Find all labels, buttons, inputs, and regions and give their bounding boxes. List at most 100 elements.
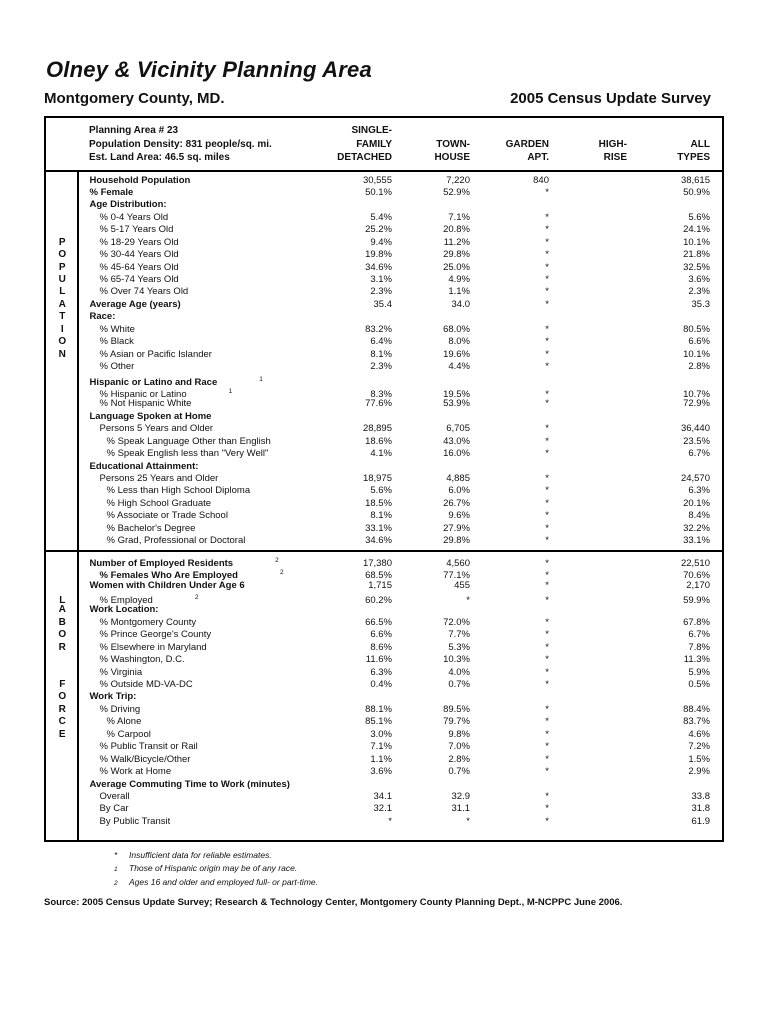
table-row: % Washington, D.C. 11.6% 10.3% * 11.3% <box>46 654 722 666</box>
value-cell: 7.0% <box>448 741 470 753</box>
value-cell: * <box>545 579 549 591</box>
value-cell <box>549 691 627 703</box>
sidebar-letter <box>46 667 79 679</box>
value-cell: 27.9% <box>443 522 470 534</box>
value-cell: 66.5% <box>365 616 392 628</box>
sidebar-letter <box>46 535 79 547</box>
value-cell: 2.9% <box>688 766 710 778</box>
value-cell: * <box>545 629 549 641</box>
value-cell <box>549 377 627 389</box>
value-cell: 72.0% <box>443 616 470 628</box>
footnote-ref: 1 <box>259 375 263 383</box>
sidebar-letter <box>46 175 79 187</box>
row-label: % Outside MD-VA-DC <box>99 679 193 690</box>
column-header-line: RISE <box>603 152 627 163</box>
value-cell: 34.6% <box>365 261 392 273</box>
value-cell: * <box>466 815 470 827</box>
table-row: Age Distribution: <box>46 199 722 211</box>
row-label: Women with Children Under Age 6 <box>89 579 245 591</box>
value-cell: 20.1% <box>683 497 710 509</box>
value-cell <box>549 436 627 448</box>
value-cell <box>549 187 627 199</box>
table-section-labor-force: Number of Employed Residents 2 17,380 4,560… <box>46 549 722 841</box>
value-cell: 88.1% <box>365 703 392 715</box>
value-cell <box>549 361 627 373</box>
value-cell: 5.9% <box>688 666 710 678</box>
sidebar-letter <box>46 436 79 448</box>
value-cell: 31.1 <box>451 803 471 815</box>
row-label: % High School Graduate <box>106 497 212 509</box>
value-cell: * <box>545 274 549 285</box>
value-cell <box>627 199 724 211</box>
sidebar-letter: R <box>58 703 66 715</box>
sidebar-letter: F <box>59 679 66 690</box>
value-cell: 79.7% <box>443 716 470 728</box>
table-row: % Work at Home 3.6% 0.7% * 2.9% <box>46 766 722 778</box>
value-cell <box>549 816 627 828</box>
value-cell: * <box>545 298 549 310</box>
table-row: % Speak English less than "Very Well" 4.1… <box>46 448 722 460</box>
table-row: % Grad, Professional or Doctoral 34.6% 29.… <box>46 535 722 547</box>
row-label: % Public Transit or Rail <box>99 741 198 753</box>
column-header-town-house: TOWN- HOUSE <box>392 124 470 165</box>
value-cell: * <box>545 522 549 534</box>
column-header-line: DETACHED <box>337 152 392 163</box>
table-row: A Work Location: <box>46 604 722 616</box>
value-cell: * <box>545 741 549 753</box>
value-cell: 20.8% <box>443 224 470 236</box>
value-cell: 80.5% <box>683 323 710 335</box>
value-cell: * <box>545 570 549 582</box>
value-cell: 29.8% <box>443 535 470 547</box>
value-cell: 32.9 <box>451 790 471 802</box>
value-cell: * <box>545 323 549 335</box>
value-cell: 3.1% <box>370 274 392 285</box>
value-cell <box>470 311 549 323</box>
value-cell: 1.5% <box>688 753 710 765</box>
value-cell: * <box>545 753 549 765</box>
value-cell: 10.3% <box>443 654 470 666</box>
value-cell: 9.4% <box>370 236 392 248</box>
table-row: % Hispanic or Latino 1 8.3% 19.5% * 10.7% <box>46 386 722 401</box>
value-cell: 60.2% <box>365 595 392 607</box>
row-label: Educational Attainment: <box>89 460 199 472</box>
value-cell <box>549 779 627 791</box>
value-cell <box>549 654 627 666</box>
value-cell: 1.1% <box>448 286 470 298</box>
table-row: % Speak Language Other than English 18.6%… <box>46 436 722 448</box>
value-cell: 0.7% <box>448 679 470 690</box>
value-cell <box>260 461 392 473</box>
value-cell: 30,555 <box>362 174 392 186</box>
value-cell <box>260 411 392 423</box>
value-cell: 32.2% <box>683 522 710 534</box>
value-cell: 7.2% <box>688 741 710 753</box>
value-cell: 6.0% <box>448 485 470 497</box>
value-cell <box>549 523 627 535</box>
value-cell: 2.3% <box>370 361 392 373</box>
sidebar-letter: P <box>58 261 66 273</box>
sidebar-letter: L <box>59 595 66 607</box>
table-row: Number of Employed Residents 2 17,380 4,560… <box>46 555 722 569</box>
column-header-line: GARDEN <box>505 138 549 150</box>
value-cell: 6.3% <box>370 666 392 678</box>
row-label: % Speak English less than "Very Well" <box>106 448 269 460</box>
value-cell <box>549 423 627 435</box>
value-cell: 0.4% <box>370 679 392 690</box>
value-cell: * <box>545 389 549 401</box>
table-row: % Bachelor's Degree 33.1% 27.9% * 32.2% <box>46 523 722 535</box>
value-cell: 22,510 <box>680 557 710 569</box>
value-cell: * <box>545 423 549 435</box>
value-cell <box>549 766 627 778</box>
column-header-all-types: ALL TYPES <box>627 124 724 165</box>
sidebar-letter <box>46 741 79 753</box>
column-header-garden-apt: GARDEN APT. <box>470 124 549 165</box>
value-cell: 89.5% <box>443 703 470 715</box>
value-cell: * <box>545 616 549 628</box>
value-cell <box>549 411 627 423</box>
table-row: E % Carpool 3.0% 9.8% * 4.6% <box>46 729 722 741</box>
sidebar-letter: N <box>58 348 66 360</box>
sidebar-letter: U <box>58 274 66 285</box>
value-cell: 35.4 <box>373 298 393 310</box>
row-label: % Montgomery County <box>99 616 197 628</box>
sidebar-letter <box>46 791 79 803</box>
value-cell: 26.7% <box>443 497 470 509</box>
